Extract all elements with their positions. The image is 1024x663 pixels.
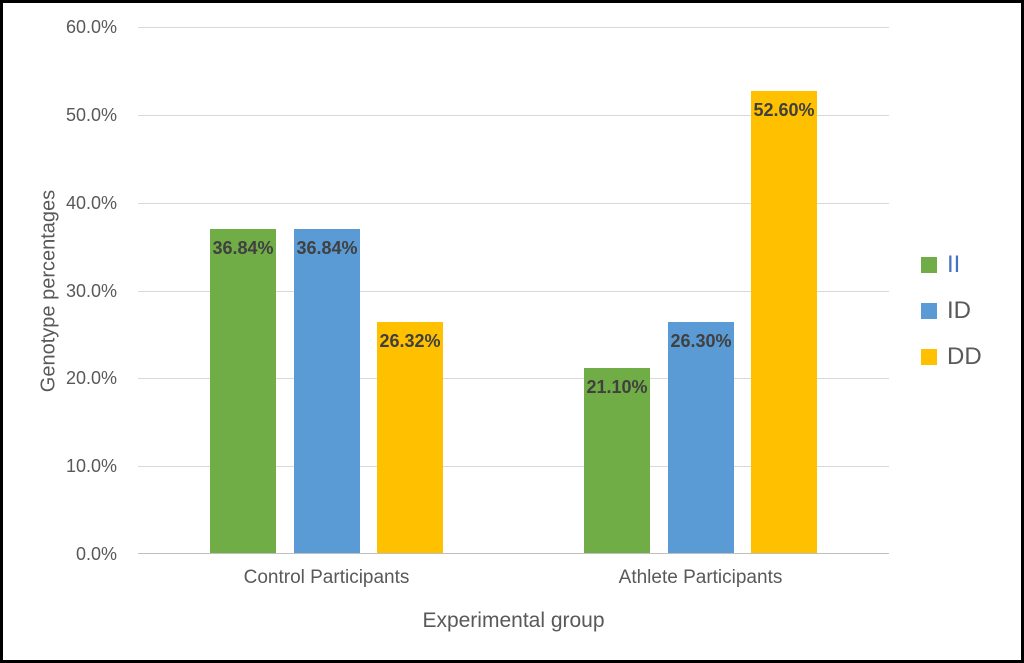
plot-area: 36.84% 36.84% 26.32% 21.10% 26.30% 52.60% — [138, 27, 889, 554]
bar-ID-control: 36.84% — [294, 229, 360, 553]
bar-data-label: 26.30% — [670, 331, 732, 351]
y-tick-label: 30.0% — [65, 280, 117, 301]
y-tick-label: 40.0% — [65, 192, 117, 213]
legend: II ID DD — [921, 253, 982, 391]
bar-ID-athlete: 26.30% — [668, 322, 734, 553]
gridline — [138, 378, 889, 380]
x-axis-line — [138, 553, 889, 554]
y-tick-label: 50.0% — [65, 104, 117, 125]
gridline — [138, 27, 889, 28]
bar-data-label: 21.10% — [586, 376, 648, 397]
bar-DD-control: 26.32% — [377, 321, 443, 553]
legend-swatch-icon — [921, 303, 937, 319]
bar-II-control: 36.84% — [210, 229, 276, 553]
y-tick-label: 0.0% — [75, 544, 117, 564]
y-tick-label: 10.0% — [65, 456, 117, 477]
gridline — [138, 114, 889, 116]
bar-data-label: 36.84% — [296, 238, 358, 259]
legend-label: II — [947, 251, 961, 278]
bar-data-label: 52.60% — [753, 100, 815, 120]
bar-data-label: 36.84% — [212, 238, 274, 259]
bar-data-label: 26.32% — [379, 330, 441, 351]
legend-label: ID — [947, 297, 971, 324]
legend-label: DD — [947, 343, 982, 370]
legend-item-DD: DD — [921, 345, 982, 369]
x-axis-title: Experimental group — [422, 609, 605, 632]
legend-swatch-icon — [921, 349, 937, 365]
gridline — [138, 202, 889, 204]
bar-DD-athlete: 52.60% — [751, 91, 817, 553]
legend-item-II: II — [921, 253, 982, 277]
gridline — [138, 466, 889, 468]
category-label-athlete: Athlete Participants — [618, 567, 783, 588]
gridline — [138, 290, 889, 292]
legend-item-ID: ID — [921, 299, 982, 323]
y-tick-label: 60.0% — [65, 17, 117, 37]
y-tick-label: 20.0% — [65, 368, 117, 389]
category-label-control: Control Participants — [243, 567, 410, 588]
bar-II-athlete: 21.10% — [584, 367, 650, 553]
legend-swatch-icon — [921, 257, 937, 273]
